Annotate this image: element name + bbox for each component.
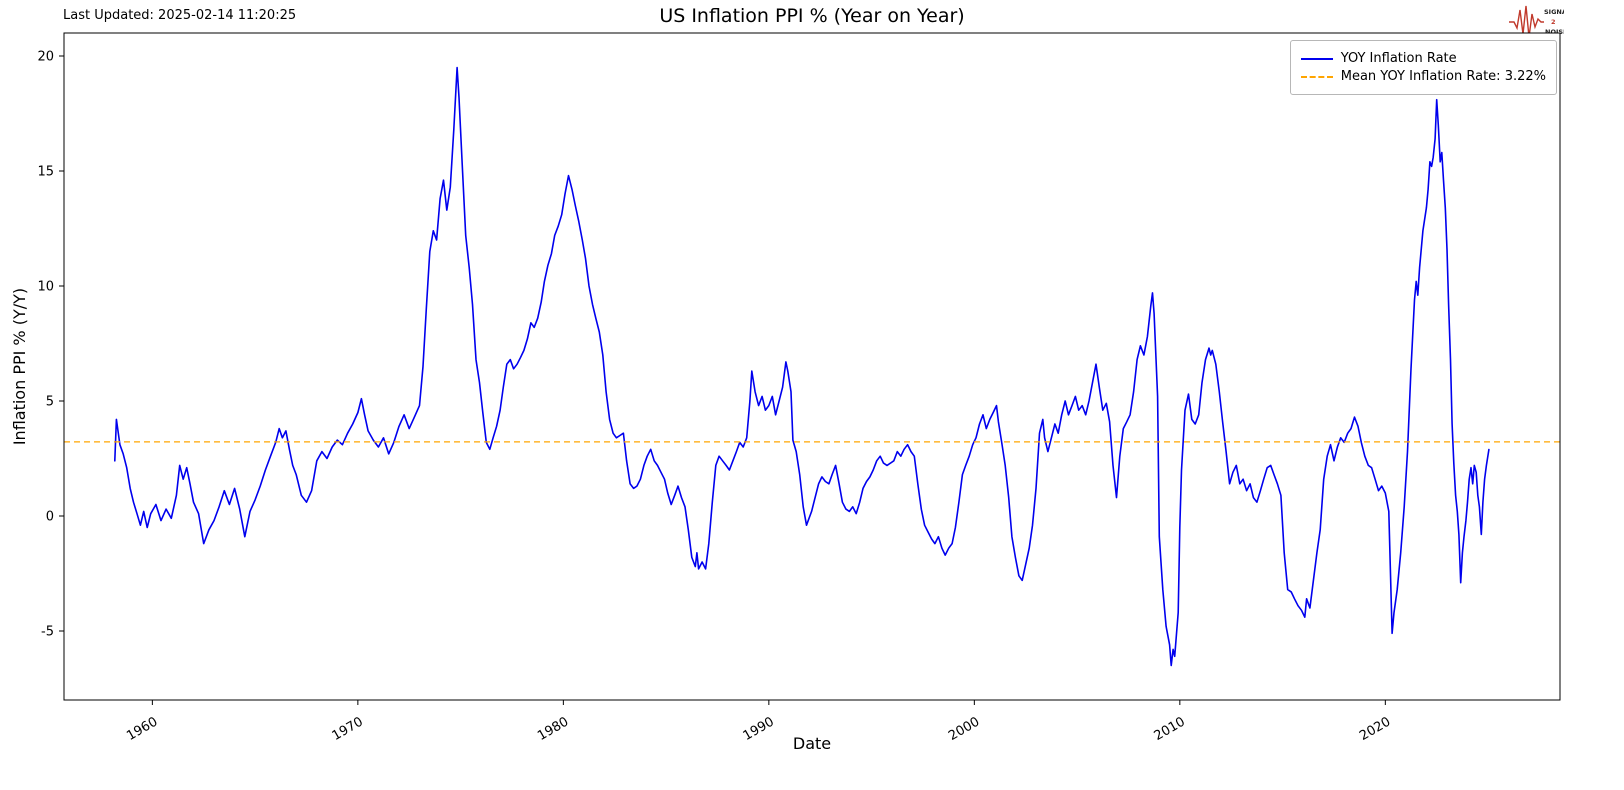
- y-tick-label: -5: [41, 625, 54, 640]
- signal2noise-logo: SIGNAL 2 NOISE: [1509, 5, 1564, 38]
- chart-title: US Inflation PPI % (Year on Year): [659, 5, 965, 27]
- y-tick-label: 10: [37, 280, 54, 295]
- logo-waveform-icon: [1509, 5, 1544, 38]
- last-updated-text: Last Updated: 2025-02-14 11:20:25: [63, 8, 297, 23]
- legend-item-yoy: YOY Inflation Rate: [1300, 51, 1546, 66]
- logo-text-noise: NOISE: [1545, 28, 1564, 36]
- yoy-inflation-line: [114, 66, 1490, 667]
- legend-line-sample-solid: [1300, 57, 1333, 60]
- y-tick-label: 5: [46, 395, 54, 410]
- legend-item-mean: Mean YOY Inflation Rate: 3.22%: [1300, 69, 1546, 84]
- y-tick-label: 15: [37, 165, 54, 180]
- legend-line-sample-dashed: [1300, 75, 1333, 78]
- axes-border: [63, 32, 1561, 701]
- y-tick-label: 0: [46, 510, 54, 525]
- legend-label-yoy: YOY Inflation Rate: [1340, 51, 1457, 66]
- legend: YOY Inflation Rate Mean YOY Inflation Ra…: [1289, 40, 1557, 95]
- legend-label-mean: Mean YOY Inflation Rate: 3.22%: [1340, 69, 1546, 84]
- plot-area: [64, 33, 1560, 700]
- logo-text-2: 2: [1551, 18, 1556, 26]
- logo-text-signal: SIGNAL: [1544, 8, 1564, 16]
- y-axis-label: Inflation PPI % (Y/Y): [10, 287, 29, 446]
- y-tick-label: 20: [37, 50, 54, 65]
- x-axis-label: Date: [792, 734, 832, 753]
